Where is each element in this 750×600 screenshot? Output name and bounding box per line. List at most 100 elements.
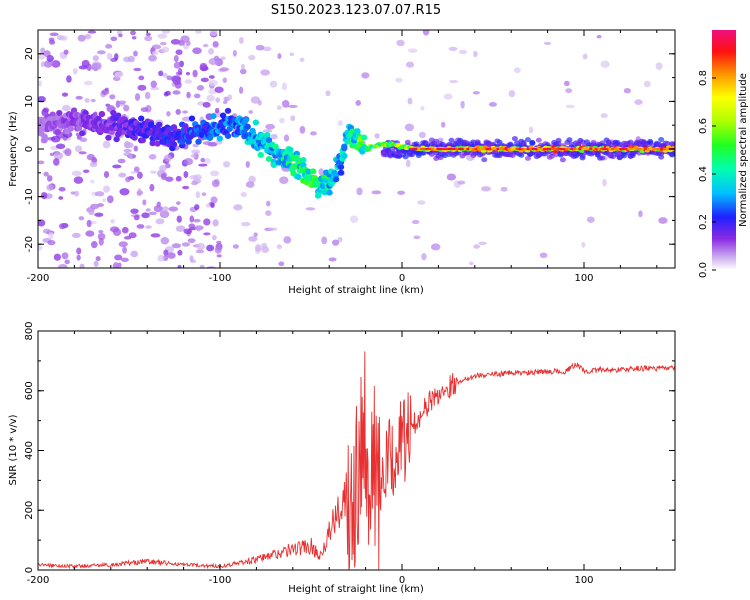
heatmap-cell	[150, 80, 157, 88]
heatmap-cell	[64, 148, 72, 157]
heatmap-cell	[222, 100, 228, 104]
heatmap-cell	[38, 219, 46, 227]
heatmap-cell	[142, 199, 147, 206]
heatmap-cell	[162, 73, 168, 78]
heatmap-cell	[600, 60, 610, 69]
heatmap-cell	[543, 41, 552, 45]
heatmap-cell	[131, 134, 138, 141]
heatmap-cell	[91, 62, 102, 71]
heatmap-cell	[145, 208, 151, 212]
heatmap-cell	[185, 138, 192, 145]
x-tick-label: -100	[209, 575, 232, 586]
heatmap-cell	[145, 225, 152, 229]
heatmap-cell	[148, 54, 157, 62]
heatmap-cell	[248, 110, 254, 114]
heatmap-cell	[38, 95, 46, 103]
heatmap-cell	[529, 140, 536, 146]
heatmap-cell	[227, 94, 233, 101]
heatmap-cell	[196, 225, 202, 232]
heatmap-cell	[90, 203, 100, 210]
heatmap-cell	[205, 203, 211, 208]
heatmap-cell	[203, 218, 211, 226]
heatmap-cell	[183, 228, 193, 235]
heatmap-cell	[173, 61, 181, 69]
heatmap-cell	[78, 216, 85, 221]
heatmap-cell	[136, 224, 145, 229]
heatmap-cell	[87, 30, 97, 34]
heatmap-cell	[242, 116, 250, 123]
heatmap-cell	[326, 189, 333, 196]
heatmap-cell	[249, 127, 256, 134]
heatmap-cell	[40, 47, 46, 55]
heatmap-cell	[360, 134, 368, 141]
heatmap-cell	[166, 75, 173, 81]
colorbar-tick-label: 0.6	[698, 118, 709, 134]
heatmap-cell	[79, 263, 85, 268]
heatmap-cell	[133, 145, 139, 152]
heatmap-cell	[85, 230, 95, 237]
heatmap-cell	[121, 226, 129, 234]
heatmap-cell	[70, 191, 76, 195]
heatmap-cell	[473, 244, 481, 249]
heatmap-cell	[164, 176, 174, 182]
heatmap-cell	[278, 261, 285, 267]
heatmap-cell	[105, 44, 113, 49]
heatmap-cell	[449, 79, 459, 84]
heatmap-cell	[184, 79, 193, 84]
heatmap-cell	[103, 171, 110, 179]
heatmap-cell	[72, 68, 78, 75]
heatmap-cell	[458, 49, 468, 55]
heatmap-cell	[518, 152, 525, 158]
snr-x-axis-label: Height of straight line (km)	[288, 584, 424, 595]
heatmap-cell	[596, 35, 602, 39]
heatmap-cell	[579, 139, 586, 145]
heatmap-cell	[203, 158, 211, 164]
heatmap-cell	[417, 200, 426, 205]
heatmap-cell	[123, 148, 132, 153]
heatmap-cell	[58, 196, 64, 200]
heatmap-cell	[600, 113, 608, 119]
heatmap-cell	[48, 37, 55, 42]
heatmap-cell	[250, 96, 261, 104]
heatmap-cell	[265, 123, 275, 130]
heatmap-cell	[202, 101, 211, 108]
snr-x-ticks: -200 -100 0 100	[27, 331, 658, 586]
heatmap-cell	[133, 166, 140, 173]
heatmap-cell	[149, 170, 157, 174]
heatmap-cell	[610, 154, 617, 160]
heatmap-cell	[149, 183, 155, 192]
heatmap-cell	[157, 33, 168, 39]
heatmap-cell	[565, 104, 575, 109]
heatmap-cell	[75, 95, 83, 100]
y-tick-label: 800	[24, 321, 35, 340]
heatmap-cell	[239, 68, 247, 75]
heatmap-cell	[73, 176, 84, 184]
heatmap-cell	[176, 201, 181, 205]
heatmap-cell	[38, 54, 45, 60]
colorbar-gradient	[712, 30, 736, 270]
heatmap-cell	[524, 137, 531, 143]
heatmap-cell	[214, 245, 222, 254]
heatmap-cell	[83, 80, 93, 86]
heatmap-cell	[61, 104, 71, 112]
heatmap-cell	[181, 242, 191, 247]
heatmap-cell	[102, 198, 107, 202]
heatmap-cell	[214, 107, 220, 114]
heatmap-cell	[332, 176, 340, 183]
heatmap-cell	[118, 241, 128, 248]
heatmap-cell	[277, 53, 282, 60]
heatmap-cell	[201, 192, 207, 196]
heatmap-cell	[53, 152, 64, 160]
heatmap-cell	[168, 206, 179, 212]
heatmap-cell	[158, 70, 164, 77]
heatmap-cell	[175, 108, 181, 115]
heatmap-cell	[163, 154, 172, 162]
colorbar: 0.0 0.2 0.4 0.6 0.8 Normalized spectral ampl…	[698, 30, 749, 278]
heatmap-cell	[86, 153, 95, 161]
heatmap-cell	[266, 200, 271, 207]
heatmap-cell	[155, 218, 165, 225]
x-tick-label: -100	[209, 273, 232, 284]
heatmap-cell	[84, 98, 90, 103]
heatmap-cell	[113, 261, 120, 268]
heatmap-cell	[248, 175, 256, 184]
